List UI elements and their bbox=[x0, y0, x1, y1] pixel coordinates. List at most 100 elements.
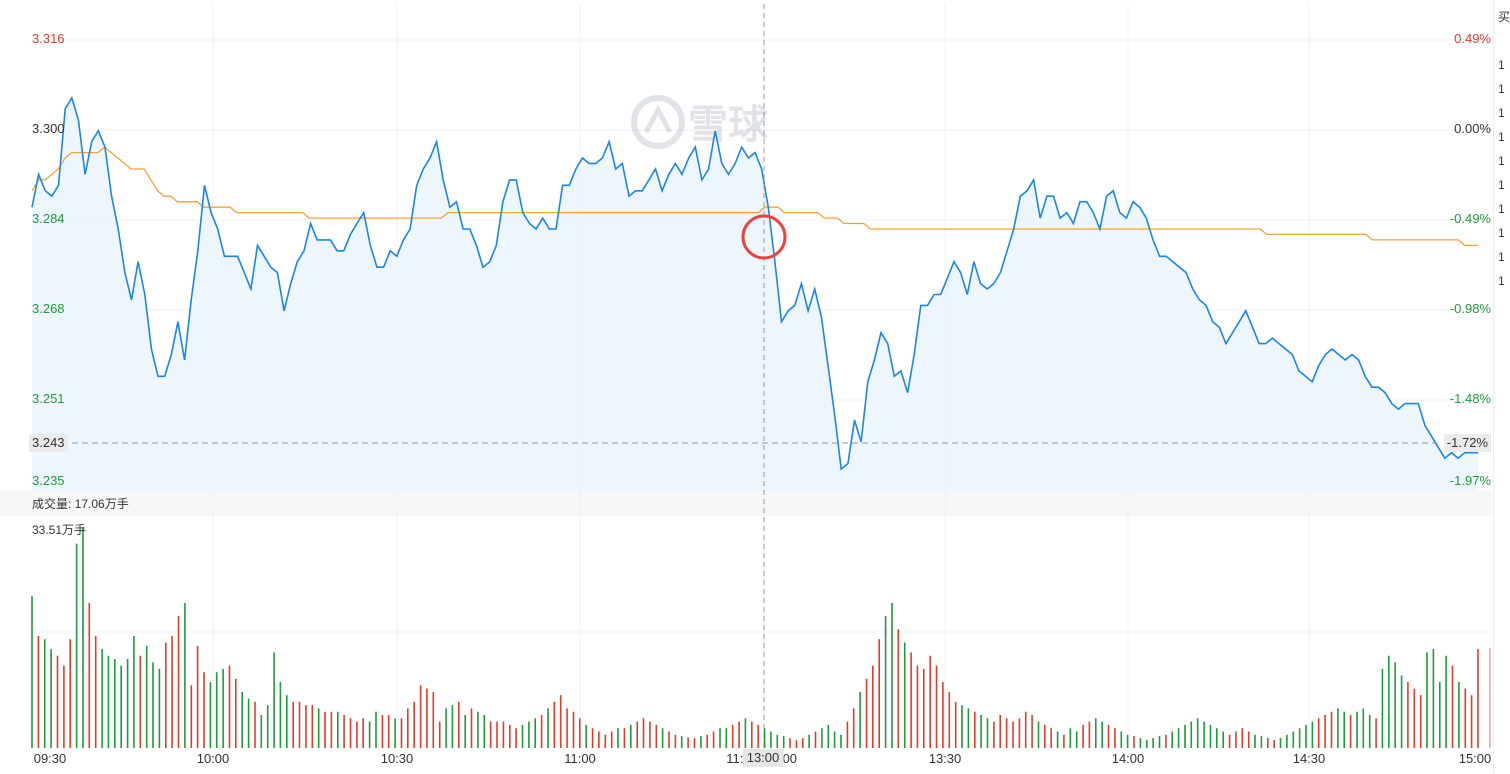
volume-bar bbox=[1317, 718, 1320, 748]
volume-bar bbox=[260, 715, 263, 748]
volume-bar bbox=[426, 688, 428, 748]
volume-bar bbox=[1413, 688, 1416, 748]
volume-bar bbox=[986, 718, 989, 748]
volume-bar bbox=[974, 711, 976, 748]
volume-bar bbox=[725, 728, 728, 748]
volume-bar bbox=[1177, 728, 1180, 748]
volume-bar bbox=[1470, 695, 1473, 748]
volume-bar bbox=[1381, 668, 1384, 748]
volume-bar bbox=[451, 705, 454, 748]
volume-bar bbox=[82, 527, 84, 748]
side-panel-num: 1 bbox=[1498, 178, 1505, 192]
volume-bar bbox=[1241, 728, 1244, 748]
volume-bar bbox=[228, 665, 231, 748]
volume-bar bbox=[1171, 731, 1173, 748]
volume-bar bbox=[1343, 711, 1345, 748]
volume-bar bbox=[923, 668, 925, 748]
volume-bar bbox=[751, 721, 753, 748]
volume-bar bbox=[158, 668, 161, 748]
volume-bar bbox=[279, 682, 282, 748]
volume-bar bbox=[1298, 728, 1301, 748]
volume-bar bbox=[814, 731, 817, 748]
y-tick-left-2: 3.284 bbox=[32, 211, 65, 226]
price-line[interactable] bbox=[31, 96, 1478, 471]
volume-bar bbox=[687, 737, 689, 748]
volume-bar bbox=[1101, 721, 1103, 748]
volume-bar bbox=[1311, 721, 1314, 748]
volume-bar bbox=[1356, 711, 1358, 748]
volume-bar bbox=[1050, 728, 1052, 748]
volume-bar bbox=[1203, 721, 1205, 748]
volume-bar bbox=[349, 718, 352, 748]
volume-bar bbox=[661, 728, 664, 748]
volume-bar bbox=[1445, 655, 1447, 748]
volume-bar bbox=[903, 642, 906, 748]
volume-bar bbox=[1260, 736, 1263, 748]
volume-bar bbox=[1088, 721, 1091, 748]
volume-bar bbox=[311, 705, 314, 748]
volume-bar bbox=[470, 708, 473, 748]
volume-bar bbox=[1031, 715, 1033, 748]
volume-bar bbox=[821, 728, 823, 748]
volume-bar bbox=[1114, 728, 1116, 748]
volume-bar bbox=[1439, 682, 1441, 748]
volume-bar bbox=[852, 708, 855, 748]
volume-bar bbox=[668, 731, 670, 748]
volume-bar bbox=[1146, 740, 1148, 748]
volume-bar bbox=[464, 715, 466, 748]
volume-bar bbox=[598, 731, 600, 748]
volume-bar bbox=[381, 715, 384, 748]
volume-bar bbox=[591, 728, 594, 748]
volume-bar bbox=[1388, 655, 1390, 748]
volume-bar bbox=[700, 736, 702, 748]
y-tick-right-0: 0.49% bbox=[1454, 31, 1491, 46]
volume-bar bbox=[948, 691, 951, 748]
volume-bar bbox=[967, 708, 970, 748]
volume-bar bbox=[477, 711, 479, 748]
volume-bar bbox=[241, 691, 243, 748]
watermark-logo-mark bbox=[643, 104, 673, 134]
volume-bar bbox=[190, 685, 193, 748]
volume-bar bbox=[133, 635, 135, 748]
volume-bar bbox=[1228, 734, 1231, 748]
volume-bar bbox=[368, 721, 371, 748]
last-pct-badge: -1.72% bbox=[1443, 434, 1491, 452]
average-price-line[interactable] bbox=[31, 146, 1478, 247]
volume-bar bbox=[795, 740, 798, 748]
side-panel-num: 1 bbox=[1498, 58, 1505, 72]
volume-bar bbox=[419, 685, 422, 748]
side-panel-top: 买 bbox=[1498, 10, 1510, 24]
volume-bar bbox=[840, 734, 842, 748]
volume-bar bbox=[509, 724, 511, 748]
side-panel-edge: 买 1 1 1 1 1 1 1 1 1 1 bbox=[1493, 0, 1510, 774]
volume-bar bbox=[458, 701, 460, 748]
x-tick-0930: 09:30 bbox=[33, 751, 67, 766]
volume-bar bbox=[222, 668, 224, 748]
volume-header-band bbox=[0, 490, 1492, 516]
volume-bar bbox=[1095, 718, 1097, 748]
volume-bar bbox=[489, 721, 492, 748]
volume-bar bbox=[1426, 652, 1428, 748]
volume-bar bbox=[547, 708, 549, 748]
y-tick-right-2: -0.49% bbox=[1449, 211, 1491, 226]
volume-bar bbox=[215, 672, 218, 748]
volume-bar bbox=[483, 715, 486, 748]
volume-bar bbox=[897, 629, 900, 748]
volume-bar bbox=[165, 642, 167, 748]
volume-bar bbox=[553, 701, 556, 748]
volume-bar bbox=[400, 718, 403, 748]
volume-bar bbox=[1254, 734, 1256, 748]
volume-bar bbox=[375, 711, 377, 748]
side-panel-num: 1 bbox=[1498, 154, 1505, 168]
y-tick-right-4: -1.48% bbox=[1449, 391, 1491, 406]
volume-bar bbox=[540, 715, 543, 748]
volume-bar bbox=[617, 728, 619, 748]
volume-bar bbox=[254, 701, 256, 748]
volume-bar bbox=[1190, 721, 1193, 748]
volume-bar bbox=[942, 682, 944, 748]
volume-bar bbox=[954, 701, 957, 748]
volume-bar bbox=[1044, 724, 1046, 748]
volume-bar bbox=[859, 691, 861, 748]
